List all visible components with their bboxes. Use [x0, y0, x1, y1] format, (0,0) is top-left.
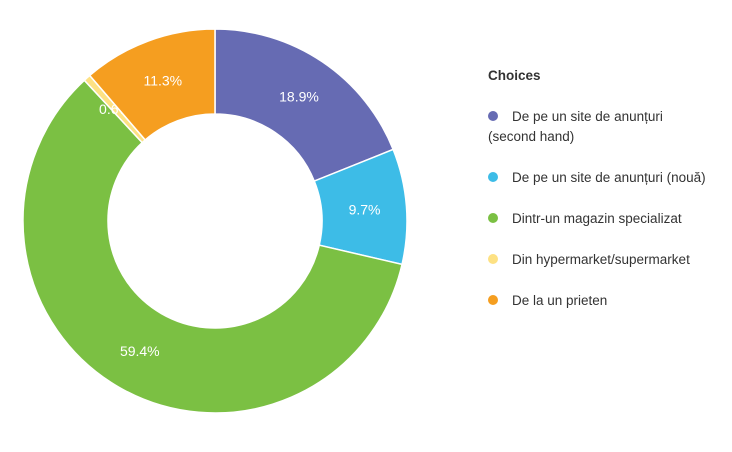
legend: Choices De pe un site de anunțuri (secon… — [488, 68, 708, 332]
legend-item[interactable]: De pe un site de anunțuri (second hand) — [488, 107, 708, 147]
legend-item[interactable]: De la un prieten — [488, 291, 708, 311]
legend-item[interactable]: Din hypermarket/supermarket — [488, 250, 708, 270]
legend-label: De pe un site de anunțuri (nouă) — [512, 170, 706, 185]
legend-dot-icon — [488, 172, 498, 182]
legend-title: Choices — [488, 68, 541, 83]
data-label: 18.9% — [279, 89, 319, 105]
slice-0[interactable] — [214, 28, 395, 183]
legend-item[interactable]: Dintr-un magazin specializat — [488, 209, 708, 229]
legend-dot-icon — [488, 111, 498, 121]
data-label: 9.7% — [349, 201, 381, 217]
legend-item[interactable]: De pe un site de anunțuri (nouă) — [488, 168, 708, 188]
legend-label: Din hypermarket/supermarket — [512, 252, 690, 267]
data-label: 59.4% — [120, 343, 160, 359]
donut-chart: 18.9%9.7%59.4%0.6%11.3% — [22, 28, 408, 414]
legend-label: De la un prieten — [512, 293, 608, 308]
legend-label: De pe un site de anunțuri (second hand) — [488, 109, 663, 144]
legend-dot-icon — [488, 213, 498, 223]
legend-dot-icon — [488, 254, 498, 264]
legend-dot-icon — [488, 295, 498, 305]
slice-4[interactable] — [88, 28, 216, 141]
data-label: 11.3% — [143, 72, 182, 88]
legend-label: Dintr-un magazin specializat — [512, 211, 682, 226]
slice-2[interactable] — [22, 79, 403, 414]
